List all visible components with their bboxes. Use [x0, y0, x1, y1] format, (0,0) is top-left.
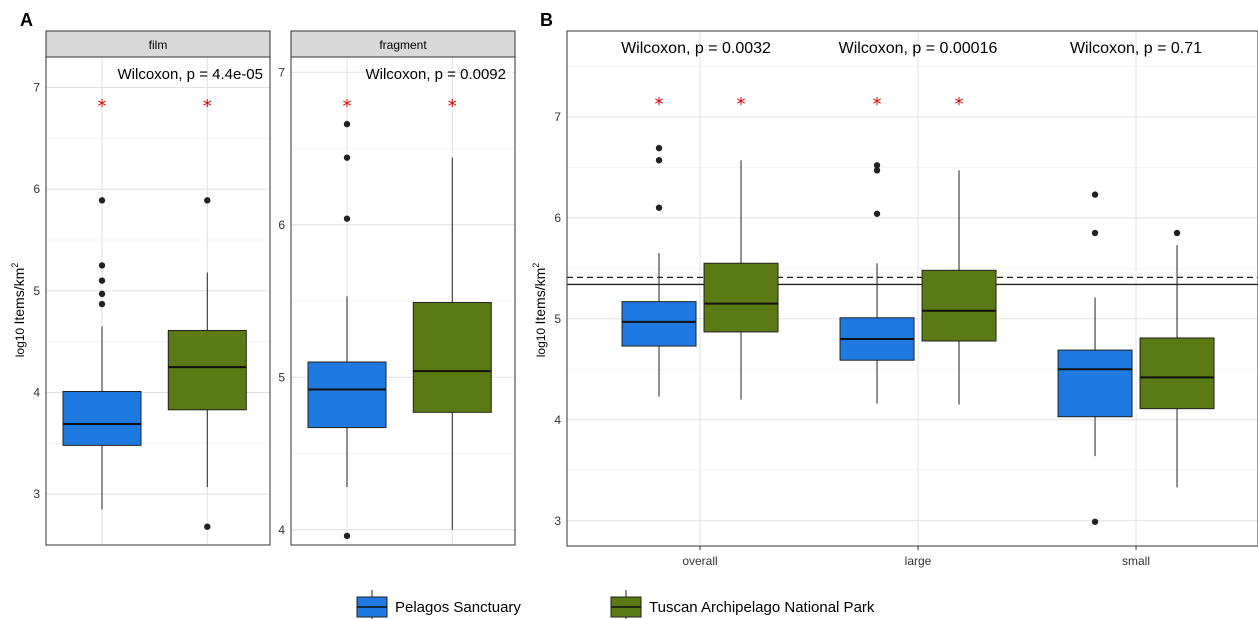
wilcoxon-label-large: Wilcoxon, p = 0.00016 — [839, 40, 998, 57]
y-axis-prefix: log10 — [534, 328, 548, 358]
box-iqr — [1139, 337, 1215, 410]
x-tick-label: overall — [682, 554, 717, 568]
y-axis-title-a: log10 Items/km2 — [10, 263, 27, 358]
y-tick-label: 5 — [554, 312, 561, 326]
outlier-point — [655, 157, 663, 164]
outlier-point — [343, 215, 351, 222]
outlier-point — [1173, 229, 1181, 237]
box-iqr — [62, 390, 142, 446]
significance-star: * — [737, 94, 746, 115]
outlier-point — [98, 277, 106, 284]
panel-border-b — [566, 30, 1258, 547]
facet-label-film: film — [149, 38, 168, 52]
y-axis-sup: 2 — [531, 263, 541, 268]
outlier-point — [873, 162, 881, 169]
significance-star: * — [655, 94, 664, 115]
box-iqr — [412, 302, 492, 413]
y-tick-label: 3 — [33, 487, 40, 501]
y-axis-prefix: log10 — [13, 328, 27, 358]
y-axis-main: Items/km — [532, 268, 548, 325]
y-tick-label: 4 — [554, 413, 561, 427]
y-tick-label: 3 — [554, 514, 561, 528]
outlier-point — [98, 197, 106, 204]
box-iqr — [621, 301, 697, 347]
outlier-point — [1091, 191, 1099, 198]
outlier-point — [204, 197, 211, 204]
x-tick-label: large — [905, 554, 932, 568]
panel-border-film — [45, 56, 271, 546]
significance-star: * — [448, 96, 457, 117]
box-iqr — [921, 269, 997, 342]
facet-strip-film — [45, 30, 271, 58]
y-tick-label: 6 — [278, 218, 285, 232]
panel-a-tag: A — [20, 10, 33, 30]
panel-b: 3 4 5 6 7 * * * * overall large small Wilcoxon, p =… — [554, 30, 1258, 568]
outlier-point — [873, 167, 881, 174]
box-iqr — [703, 262, 779, 333]
box-iqr — [307, 361, 387, 429]
outlier-point — [655, 204, 663, 211]
facet-strip-fragment — [290, 30, 516, 58]
legend-label-tuscan: Tuscan Archipelago National Park — [649, 599, 875, 616]
outlier-point — [1091, 518, 1099, 525]
y-tick-label: 7 — [33, 81, 40, 95]
y-tick-label: 4 — [33, 386, 40, 400]
outlier-point — [98, 300, 106, 308]
y-axis-main: Items/km — [11, 268, 27, 325]
y-axis-title-b: log10 Items/km2 — [531, 263, 548, 358]
significance-star: * — [955, 94, 964, 115]
y-tick-label: 4 — [278, 523, 285, 537]
significance-star: * — [343, 96, 352, 117]
significance-star: * — [98, 96, 107, 117]
facet-fragment-panel: fragment 4 5 6 7 * * Wilcoxon, p = 0.0092 — [278, 30, 516, 546]
legend: Pelagos Sanctuary Tuscan Archipelago Nat… — [356, 590, 875, 619]
y-tick-label: 5 — [278, 370, 285, 384]
outlier-point — [1091, 229, 1099, 237]
facet-label-fragment: fragment — [379, 38, 427, 52]
wilcoxon-label-film: Wilcoxon, p = 4.4e-05 — [118, 66, 264, 83]
outlier-point — [343, 154, 351, 161]
facet-film-panel: film 3 4 5 6 7 * * Wilcoxon, p = 4.4e-05 — [33, 30, 271, 546]
box-iqr — [167, 329, 247, 411]
panel-border-fragment — [290, 56, 516, 546]
outlier-point — [343, 120, 351, 128]
y-tick-label: 7 — [554, 110, 561, 124]
y-axis-sup: 2 — [10, 263, 20, 268]
y-tick-label: 6 — [33, 182, 40, 196]
y-tick-label: 6 — [554, 211, 561, 225]
significance-star: * — [203, 96, 212, 117]
outlier-point — [655, 144, 663, 152]
wilcoxon-label-fragment: Wilcoxon, p = 0.0092 — [365, 66, 506, 83]
y-tick-label: 5 — [33, 284, 40, 298]
legend-label-pelagos: Pelagos Sanctuary — [395, 599, 521, 616]
outlier-point — [873, 210, 881, 217]
panel-b-tag: B — [540, 10, 553, 30]
outlier-point — [98, 290, 106, 298]
outlier-point — [343, 532, 351, 540]
x-tick-label: small — [1122, 554, 1150, 568]
wilcoxon-label-overall: Wilcoxon, p = 0.0032 — [621, 40, 771, 57]
outlier-point — [98, 262, 106, 269]
y-tick-label: 7 — [278, 65, 285, 79]
box-iqr — [1057, 349, 1133, 418]
outlier-point — [204, 523, 211, 530]
wilcoxon-label-small: Wilcoxon, p = 0.71 — [1070, 40, 1202, 57]
significance-star: * — [873, 94, 882, 115]
